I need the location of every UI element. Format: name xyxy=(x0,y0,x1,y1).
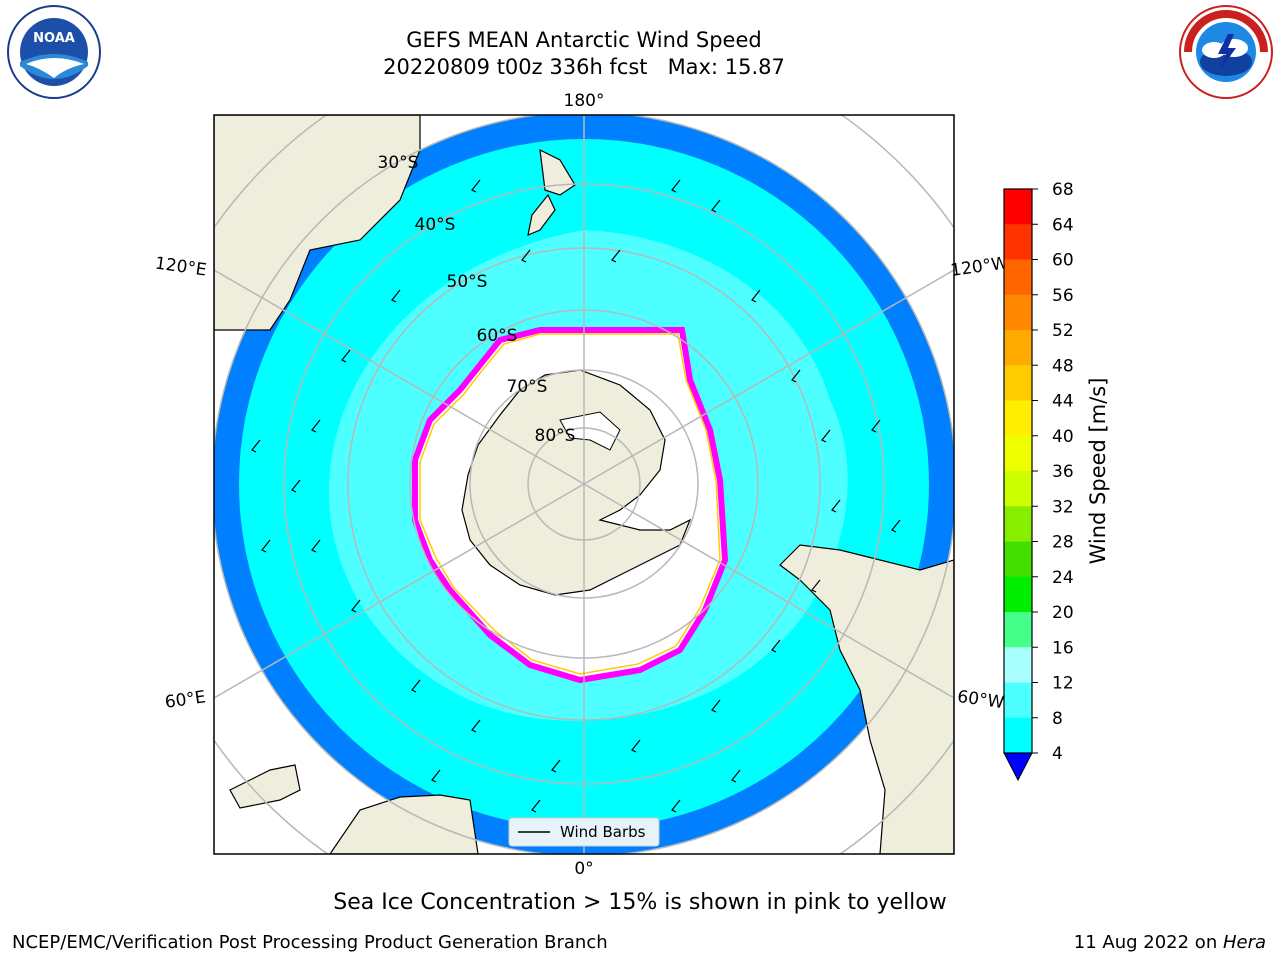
colorbar-tick-label: 8 xyxy=(1052,709,1063,729)
colorbar-tick-label: 44 xyxy=(1052,392,1074,412)
wind-barbs xyxy=(251,179,901,813)
colorbar-segment xyxy=(1004,259,1032,296)
lon-label-60w: 60°W xyxy=(956,687,1005,713)
colorbar-segment xyxy=(1004,189,1032,225)
land-antarctica xyxy=(461,369,692,596)
lon-label-180: 180° xyxy=(564,91,605,111)
colorbar-segment xyxy=(1004,541,1032,578)
colorbar-tick-label: 32 xyxy=(1052,497,1074,517)
lat-label-60s: 60°S xyxy=(477,326,518,346)
colorbar-tick-label: 56 xyxy=(1052,286,1074,306)
lon-label-120e: 120°E xyxy=(154,254,208,281)
colorbar-tick-label: 24 xyxy=(1052,568,1074,588)
colorbar-tick-label: 48 xyxy=(1052,356,1074,376)
colorbar-tick-label: 12 xyxy=(1052,674,1074,694)
colorbar-tick-label: 40 xyxy=(1052,427,1074,447)
land-madagascar xyxy=(229,764,301,809)
colorbar-segment xyxy=(1004,647,1032,683)
colorbar-label: Wind Speed [m/s] xyxy=(1086,378,1110,565)
colorbar-tick-label: 52 xyxy=(1052,321,1074,341)
chart-subtitle: 20220809 t00z 336h fcst Max: 15.87 xyxy=(383,55,785,79)
colorbar-tick-label: 4 xyxy=(1052,744,1063,764)
colorbar-ticks: 68 64 60 56 52 48 44 40 36 32 28 24 20 16 12 8 4 xyxy=(1032,180,1074,764)
colorbar-segment xyxy=(1004,224,1032,260)
nws-logo xyxy=(1179,5,1273,99)
colorbar-segment xyxy=(1004,576,1032,613)
footer-host: Hera xyxy=(1222,932,1266,953)
colorbar-segment xyxy=(1004,330,1032,366)
land-new-zealand xyxy=(527,148,576,236)
meridians xyxy=(214,115,954,854)
land-ross-ice xyxy=(559,411,621,451)
lat-label-40s: 40°S xyxy=(415,215,456,235)
lat-label-50s: 50°S xyxy=(447,272,488,292)
colorbar-segment xyxy=(1004,471,1032,507)
colorbar-segment xyxy=(1004,400,1032,437)
colorbar-segment xyxy=(1004,612,1032,648)
colorbar-tick-label: 68 xyxy=(1052,180,1074,200)
sea-ice-caption: Sea Ice Concentration > 15% is shown in … xyxy=(333,890,947,915)
colorbar-tick-label: 36 xyxy=(1052,462,1074,482)
legend-label: Wind Barbs xyxy=(560,823,646,841)
colorbar-tick-label: 60 xyxy=(1052,251,1074,271)
lon-label-60e: 60°E xyxy=(164,687,207,712)
footer-credit: NCEP/EMC/Verification Post Processing Pr… xyxy=(12,932,608,953)
colorbar xyxy=(1004,189,1032,754)
noaa-logo-text: NOAA xyxy=(33,31,75,46)
colorbar-segment xyxy=(1004,717,1032,754)
footer-date-text: 11 Aug 2022 on xyxy=(1073,932,1223,953)
lon-label-120w: 120°W xyxy=(949,253,1009,281)
colorbar-segment xyxy=(1004,365,1032,401)
legend-box xyxy=(508,817,660,847)
footer-date: 11 Aug 2022 on Hera xyxy=(1074,932,1266,953)
colorbar-tick-label: 16 xyxy=(1052,638,1074,658)
colorbar-segment xyxy=(1004,435,1032,472)
plot-frame xyxy=(213,114,955,855)
colorbar-tick-label: 20 xyxy=(1052,603,1074,623)
colorbar-segment xyxy=(1004,294,1032,331)
noaa-logo: NOAA xyxy=(7,5,101,99)
chart-title: GEFS MEAN Antarctic Wind Speed xyxy=(406,28,762,52)
sea-ice-edge-yellow xyxy=(419,333,721,675)
colorbar-segment xyxy=(1004,506,1032,542)
colorbar-tick-label: 64 xyxy=(1052,215,1074,235)
colorbar-segment xyxy=(1004,682,1032,719)
lat-label-80s: 80°S xyxy=(535,426,576,446)
lon-label-0: 0° xyxy=(574,859,593,879)
lat-label-70s: 70°S xyxy=(507,377,548,397)
colorbar-tick-label: 28 xyxy=(1052,533,1074,553)
lat-label-30s: 30°S xyxy=(378,153,419,173)
colorbar-extend-arrow xyxy=(1003,752,1033,782)
